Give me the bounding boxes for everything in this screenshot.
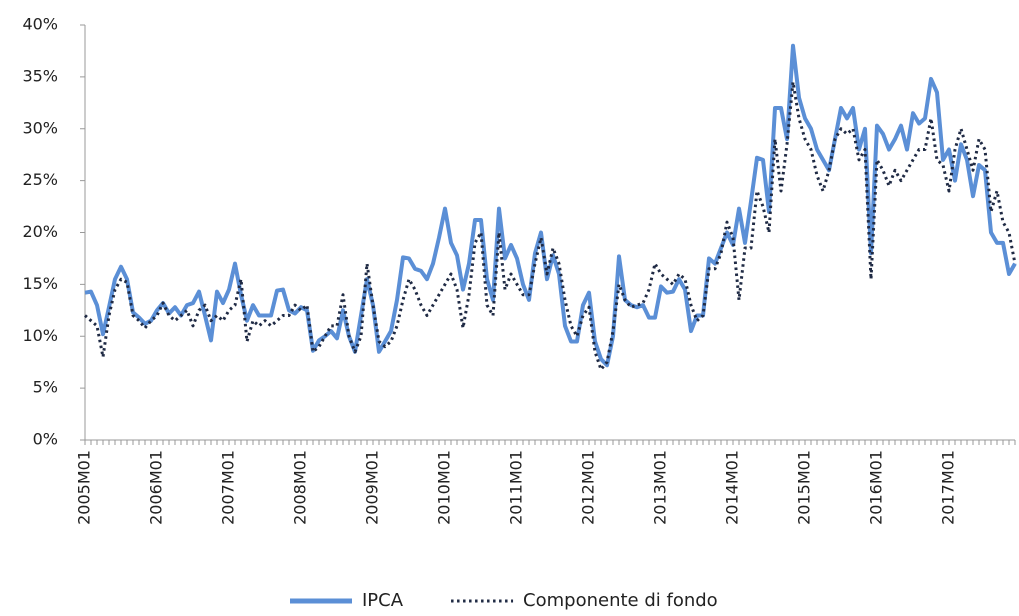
x-tick-label: 2015M01 [795,450,814,525]
y-tick-label: 20% [22,222,58,241]
x-tick-label: 2014M01 [723,450,742,525]
y-tick-label: 5% [33,378,58,397]
x-tick-label: 2010M01 [435,450,454,525]
x-tick-label: 2016M01 [867,450,886,525]
y-tick-label: 15% [22,274,58,293]
legend-label: Componente di fondo [523,590,718,611]
x-tick-label: 2005M01 [75,450,94,525]
y-tick-label: 40% [22,15,58,34]
y-tick-label: 0% [33,430,58,449]
y-tick-label: 35% [22,66,58,85]
x-tick-label: 2008M01 [291,450,310,525]
legend-label: IPCA [362,590,404,611]
y-tick-label: 10% [22,326,58,345]
x-tick-label: 2006M01 [147,450,166,525]
y-tick-label: 25% [22,170,58,189]
x-tick-label: 2009M01 [363,450,382,525]
y-tick-label: 30% [22,118,58,137]
x-tick-label: 2013M01 [651,450,670,525]
x-tick-label: 2012M01 [579,450,598,525]
series-line [84,80,1017,371]
x-tick-label: 2017M01 [939,450,958,525]
x-tick-label: 2007M01 [219,450,238,525]
x-tick-label: 2011M01 [507,450,526,525]
